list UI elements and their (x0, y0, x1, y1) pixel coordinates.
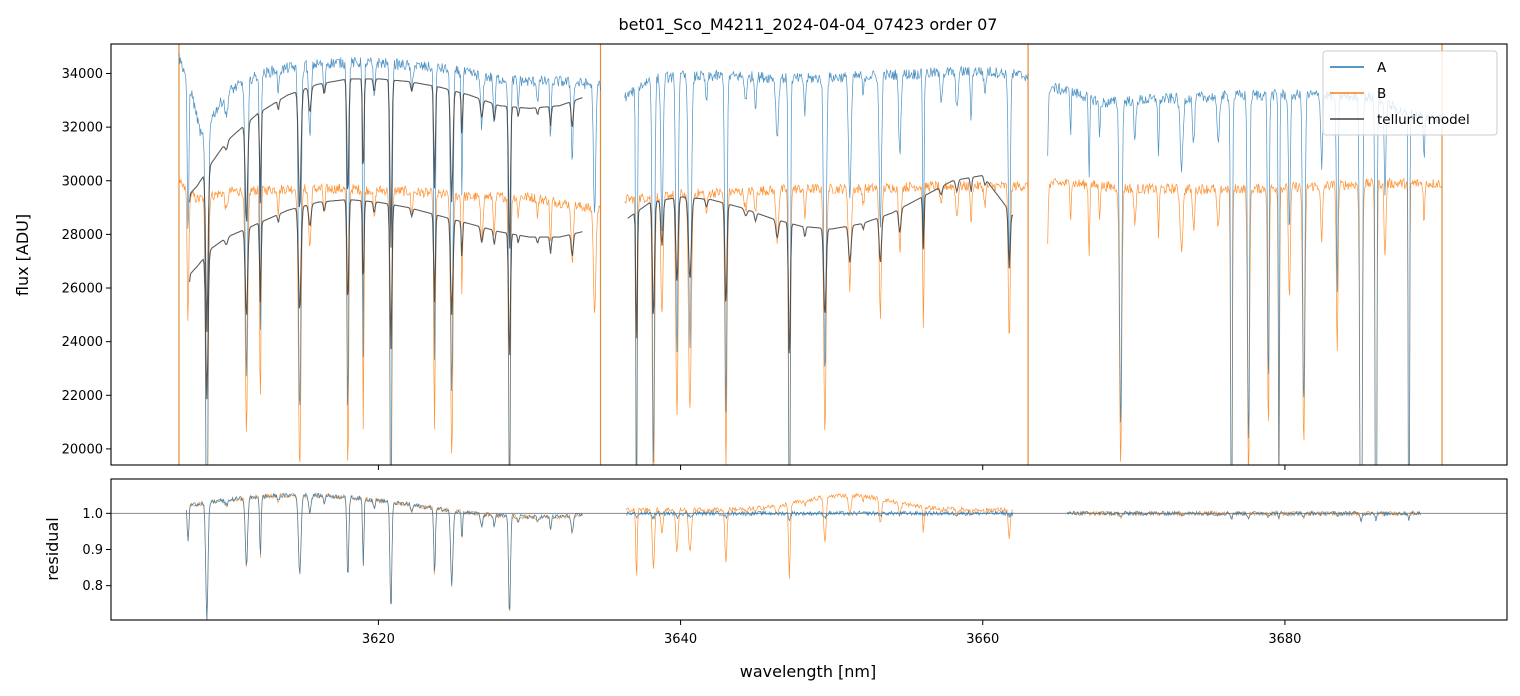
series-A-segment-2 (1047, 82, 1443, 465)
series-A-segment-1 (624, 65, 1029, 465)
bottom-xtick-label: 3660 (966, 632, 999, 647)
top-panel: 20000 22000 24000 26000 28000 30000 32000 34000… (13, 43, 1508, 470)
chart-title: bet01_Sco_M4211_2024-04-04_07423 order 0… (619, 15, 998, 35)
series-telluric-model-curve-1 (189, 199, 583, 400)
top-ytick-label: 32000 (62, 121, 103, 136)
top-ytick-label: 28000 (62, 228, 103, 243)
top-panel-frame (110, 43, 1508, 466)
legend-label-telluric-model: telluric model (1377, 112, 1470, 128)
legend-label-B: B (1377, 86, 1386, 102)
legend-box (1322, 50, 1498, 136)
legend-label-A: A (1377, 60, 1387, 76)
bottom-ylabel: residual (43, 517, 62, 580)
top-ytick-label: 20000 (62, 442, 103, 457)
bottom-panel: 0.8 0.9 1.0 3620 3640 3660 3680 residual wave… (43, 478, 1508, 681)
bottom-xtick-label: 3680 (1268, 632, 1301, 647)
residual-B-segment-1 (625, 492, 1014, 579)
top-ytick-label: 26000 (62, 282, 103, 297)
top-ytick-label: 30000 (62, 174, 103, 189)
legend: A B telluric model (1322, 50, 1498, 136)
bottom-xlabel: wavelength [nm] (740, 662, 877, 681)
top-ytick-label: 34000 (62, 67, 103, 82)
bottom-xtick-label: 3640 (664, 632, 697, 647)
residual-A-segment-1 (625, 509, 1014, 522)
bottom-ytick-label: 0.8 (82, 579, 103, 594)
bottom-xtick-label: 3620 (362, 632, 395, 647)
bottom-ytick-label: 1.0 (82, 507, 103, 522)
bottom-panel-frame (110, 478, 1508, 621)
top-ytick-label: 24000 (62, 335, 103, 350)
top-ylabel: flux [ADU] (13, 214, 32, 296)
bottom-ytick-label: 0.9 (82, 543, 103, 558)
series-telluric-model-curve-2 (627, 175, 1014, 354)
series-telluric-model-curve-0 (189, 78, 583, 332)
top-ytick-label: 22000 (62, 389, 103, 404)
series-B-segment-2 (1047, 177, 1442, 465)
series-B-segment-1 (624, 180, 1029, 465)
residual-A-segment-2 (1067, 510, 1422, 523)
residual-A-segment-0 (186, 492, 583, 620)
